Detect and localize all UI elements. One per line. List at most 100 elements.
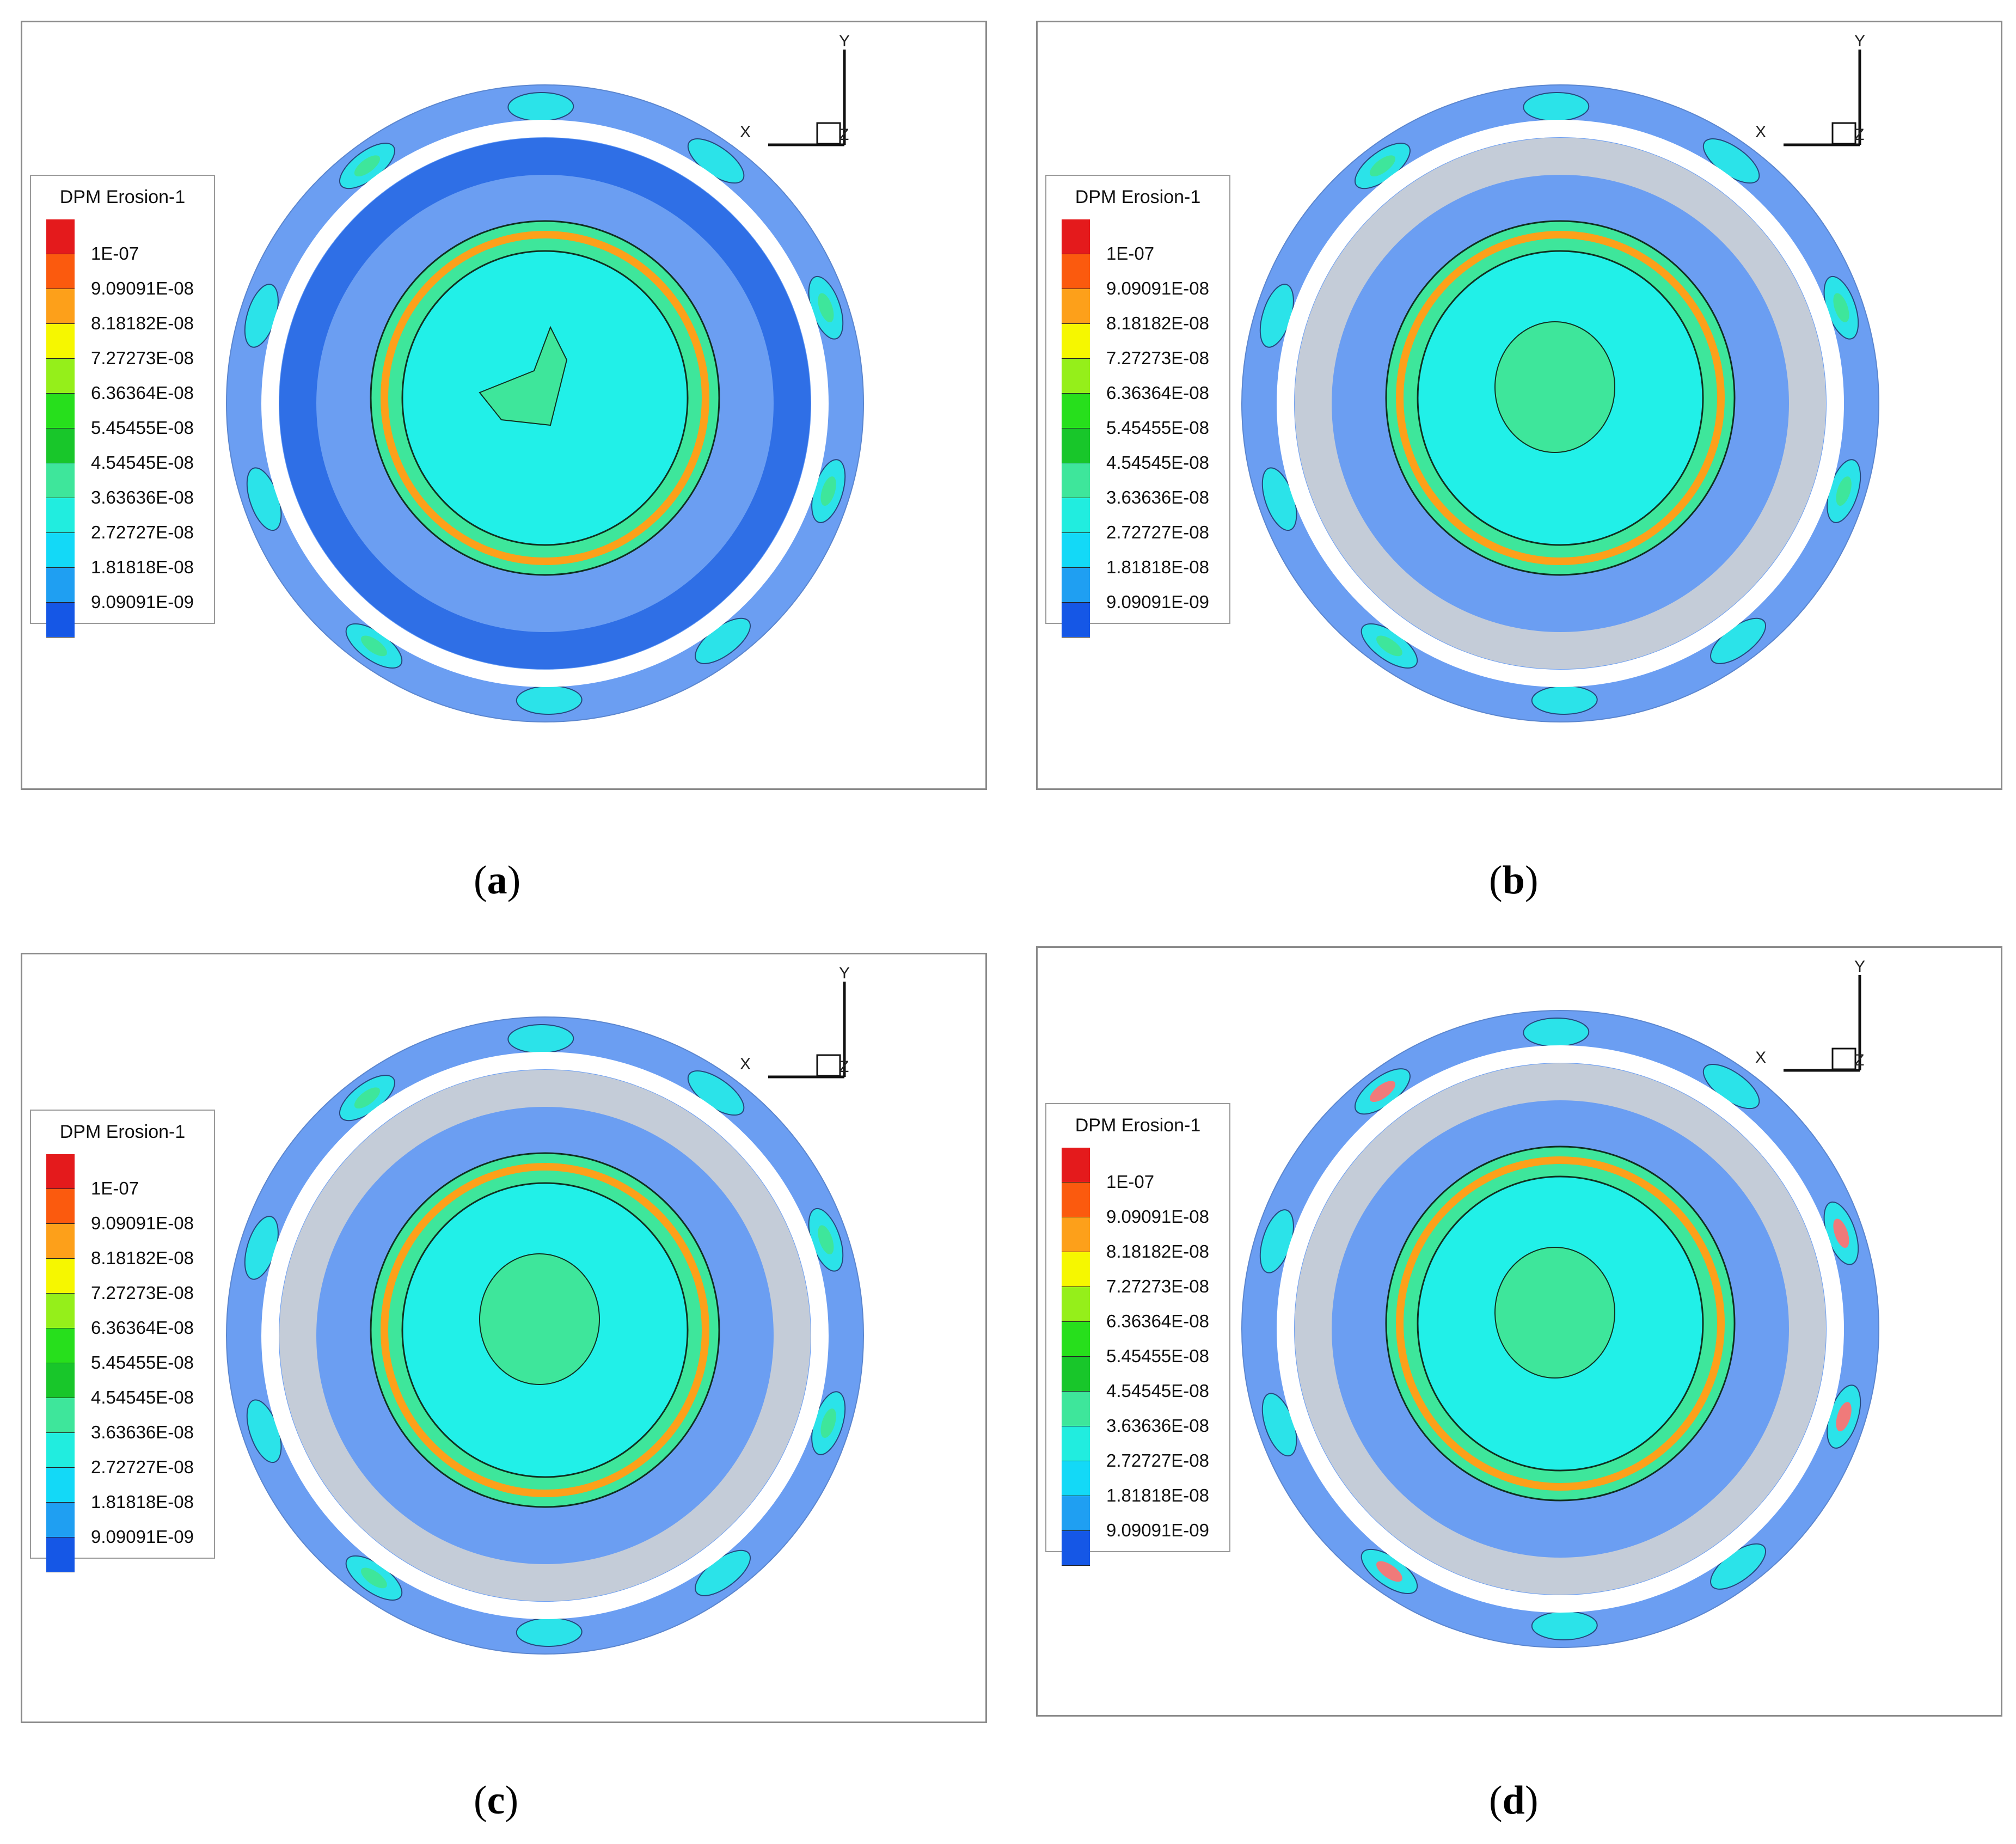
legend-swatch xyxy=(1062,603,1090,638)
legend-entry: 9.09091E-09 xyxy=(46,568,210,612)
legend-swatch xyxy=(1062,289,1090,324)
legend-b: DPM Erosion-1 1E-07 9.09091E-08 8.18182E-08… xyxy=(1045,175,1230,638)
legend-title: DPM Erosion-1 xyxy=(59,187,186,207)
erosion-spot xyxy=(1523,1018,1590,1047)
legend-label: 4.54545E-08 xyxy=(1106,452,1209,473)
legend-label: 1E-07 xyxy=(91,1178,139,1198)
legend-swatch xyxy=(46,289,75,324)
legend-entry: 3.63636E-08 xyxy=(1062,463,1225,507)
legend-d: DPM Erosion-1 1E-07 9.09091E-08 8.18182E-08… xyxy=(1045,1103,1230,1566)
legend-swatch xyxy=(1062,568,1090,603)
legend-entry: 5.45455E-08 xyxy=(46,394,210,438)
legend-label: 9.09091E-08 xyxy=(1106,1206,1209,1227)
legend-label: 9.09091E-09 xyxy=(91,592,194,612)
z-axis-label: Z xyxy=(1854,126,1865,144)
erosion-spot-core xyxy=(1833,293,1849,323)
center-blob xyxy=(479,326,568,426)
legend-entry xyxy=(46,603,210,638)
legend-label: 7.27273E-08 xyxy=(91,348,194,368)
erosion-spot xyxy=(507,1024,574,1054)
erosion-band-peak xyxy=(1396,1156,1725,1491)
x-axis-label: X xyxy=(740,1055,751,1073)
z-axis-label: Z xyxy=(1854,1051,1865,1069)
legend-label: 1E-07 xyxy=(1106,243,1155,264)
legend-label: 4.54545E-08 xyxy=(91,1387,194,1407)
legend-label: 1.81818E-08 xyxy=(91,557,194,577)
legend-entry: 7.27273E-08 xyxy=(1062,324,1225,368)
center-blob xyxy=(479,1253,600,1385)
legend-entry: 1E-07 xyxy=(46,219,210,264)
legend-entry: 9.09091E-09 xyxy=(1062,568,1225,612)
legend-entry: 4.54545E-08 xyxy=(46,1363,210,1407)
contour-plot-c xyxy=(226,1016,864,1655)
legend-swatch xyxy=(1062,533,1090,568)
erosion-spot-core xyxy=(1836,1402,1852,1432)
erosion-spot xyxy=(507,92,574,122)
axis-triad-c xyxy=(768,982,846,1079)
z-axis-label: Z xyxy=(839,126,849,144)
legend-entry: 1.81818E-08 xyxy=(1062,1461,1225,1505)
panel-c: DPM Erosion-1 1E-07 9.09091E-08 8.18182E-08… xyxy=(21,953,987,1723)
legend-label: 8.18182E-08 xyxy=(1106,1241,1209,1261)
legend-label: 9.09091E-08 xyxy=(91,1213,194,1233)
legend-label: 2.72727E-08 xyxy=(1106,522,1209,542)
legend-entry: 2.72727E-08 xyxy=(1062,1426,1225,1471)
legend-swatch xyxy=(46,359,75,394)
legend-label: 6.36364E-08 xyxy=(91,1318,194,1338)
legend-swatch xyxy=(1062,324,1090,359)
legend-swatch xyxy=(1062,1392,1090,1426)
legend-label: 7.27273E-08 xyxy=(91,1283,194,1303)
legend-entry: 1.81818E-08 xyxy=(46,533,210,577)
erosion-spot-core xyxy=(1376,635,1402,657)
y-axis-label: Y xyxy=(1854,958,1866,976)
legend-label: 1E-07 xyxy=(91,243,139,264)
legend-swatch xyxy=(46,1398,75,1433)
legend-entry: 5.45455E-08 xyxy=(1062,394,1225,438)
legend-entry: 1E-07 xyxy=(46,1154,210,1198)
erosion-spot-core xyxy=(820,476,836,506)
legend-entry xyxy=(46,1537,210,1572)
legend-c: DPM Erosion-1 1E-07 9.09091E-08 8.18182E-08… xyxy=(30,1110,215,1572)
legend-entry: 1.81818E-08 xyxy=(46,1468,210,1512)
legend-label: 1E-07 xyxy=(1106,1172,1155,1192)
legend-swatch xyxy=(1062,1217,1090,1252)
legend-label: 8.18182E-08 xyxy=(91,313,194,333)
erosion-spot-core xyxy=(1369,1081,1395,1102)
erosion-spot xyxy=(516,1617,583,1647)
legend-swatch xyxy=(46,1537,75,1572)
legend-entry: 1E-07 xyxy=(1062,1148,1225,1192)
legend-swatch xyxy=(1062,1287,1090,1322)
legend-label: 8.18182E-08 xyxy=(1106,313,1209,333)
legend-label: 2.72727E-08 xyxy=(91,1457,194,1477)
legend-entry: 1.81818E-08 xyxy=(1062,533,1225,577)
gap-ring xyxy=(1277,120,1844,687)
legend-label: 6.36364E-08 xyxy=(91,383,194,403)
legend-label: 9.09091E-09 xyxy=(91,1527,194,1547)
erosion-band-peak xyxy=(1396,231,1725,565)
legend-label: 5.45455E-08 xyxy=(1106,418,1209,438)
legend-label: 9.09091E-08 xyxy=(1106,278,1209,298)
x-axis-label: X xyxy=(1755,1049,1767,1067)
legend-entry: 3.63636E-08 xyxy=(46,463,210,507)
erosion-band-peak xyxy=(381,231,709,565)
legend-label: 4.54545E-08 xyxy=(91,452,194,473)
contour-plot-d xyxy=(1241,1010,1879,1648)
erosion-spot-core xyxy=(361,1567,387,1589)
legend-label: 8.18182E-08 xyxy=(91,1248,194,1268)
legend-swatch xyxy=(46,568,75,603)
y-axis-label: Y xyxy=(1854,32,1866,50)
legend-swatch xyxy=(1062,1496,1090,1531)
legend-label: 5.45455E-08 xyxy=(91,1352,194,1373)
legend-swatch xyxy=(46,1189,75,1224)
legend-label: 3.63636E-08 xyxy=(91,1422,194,1442)
legend-entry: 6.36364E-08 xyxy=(1062,359,1225,403)
caption-b: (b) xyxy=(1489,858,1539,903)
legend-swatch xyxy=(46,1328,75,1363)
legend-swatch xyxy=(46,1363,75,1398)
legend-swatch xyxy=(46,394,75,428)
legend-swatch xyxy=(46,1154,75,1189)
x-axis-label: X xyxy=(1755,123,1767,141)
legend-swatch xyxy=(1062,1252,1090,1287)
legend-label: 7.27273E-08 xyxy=(1106,348,1209,368)
legend-label: 6.36364E-08 xyxy=(1106,1311,1209,1331)
